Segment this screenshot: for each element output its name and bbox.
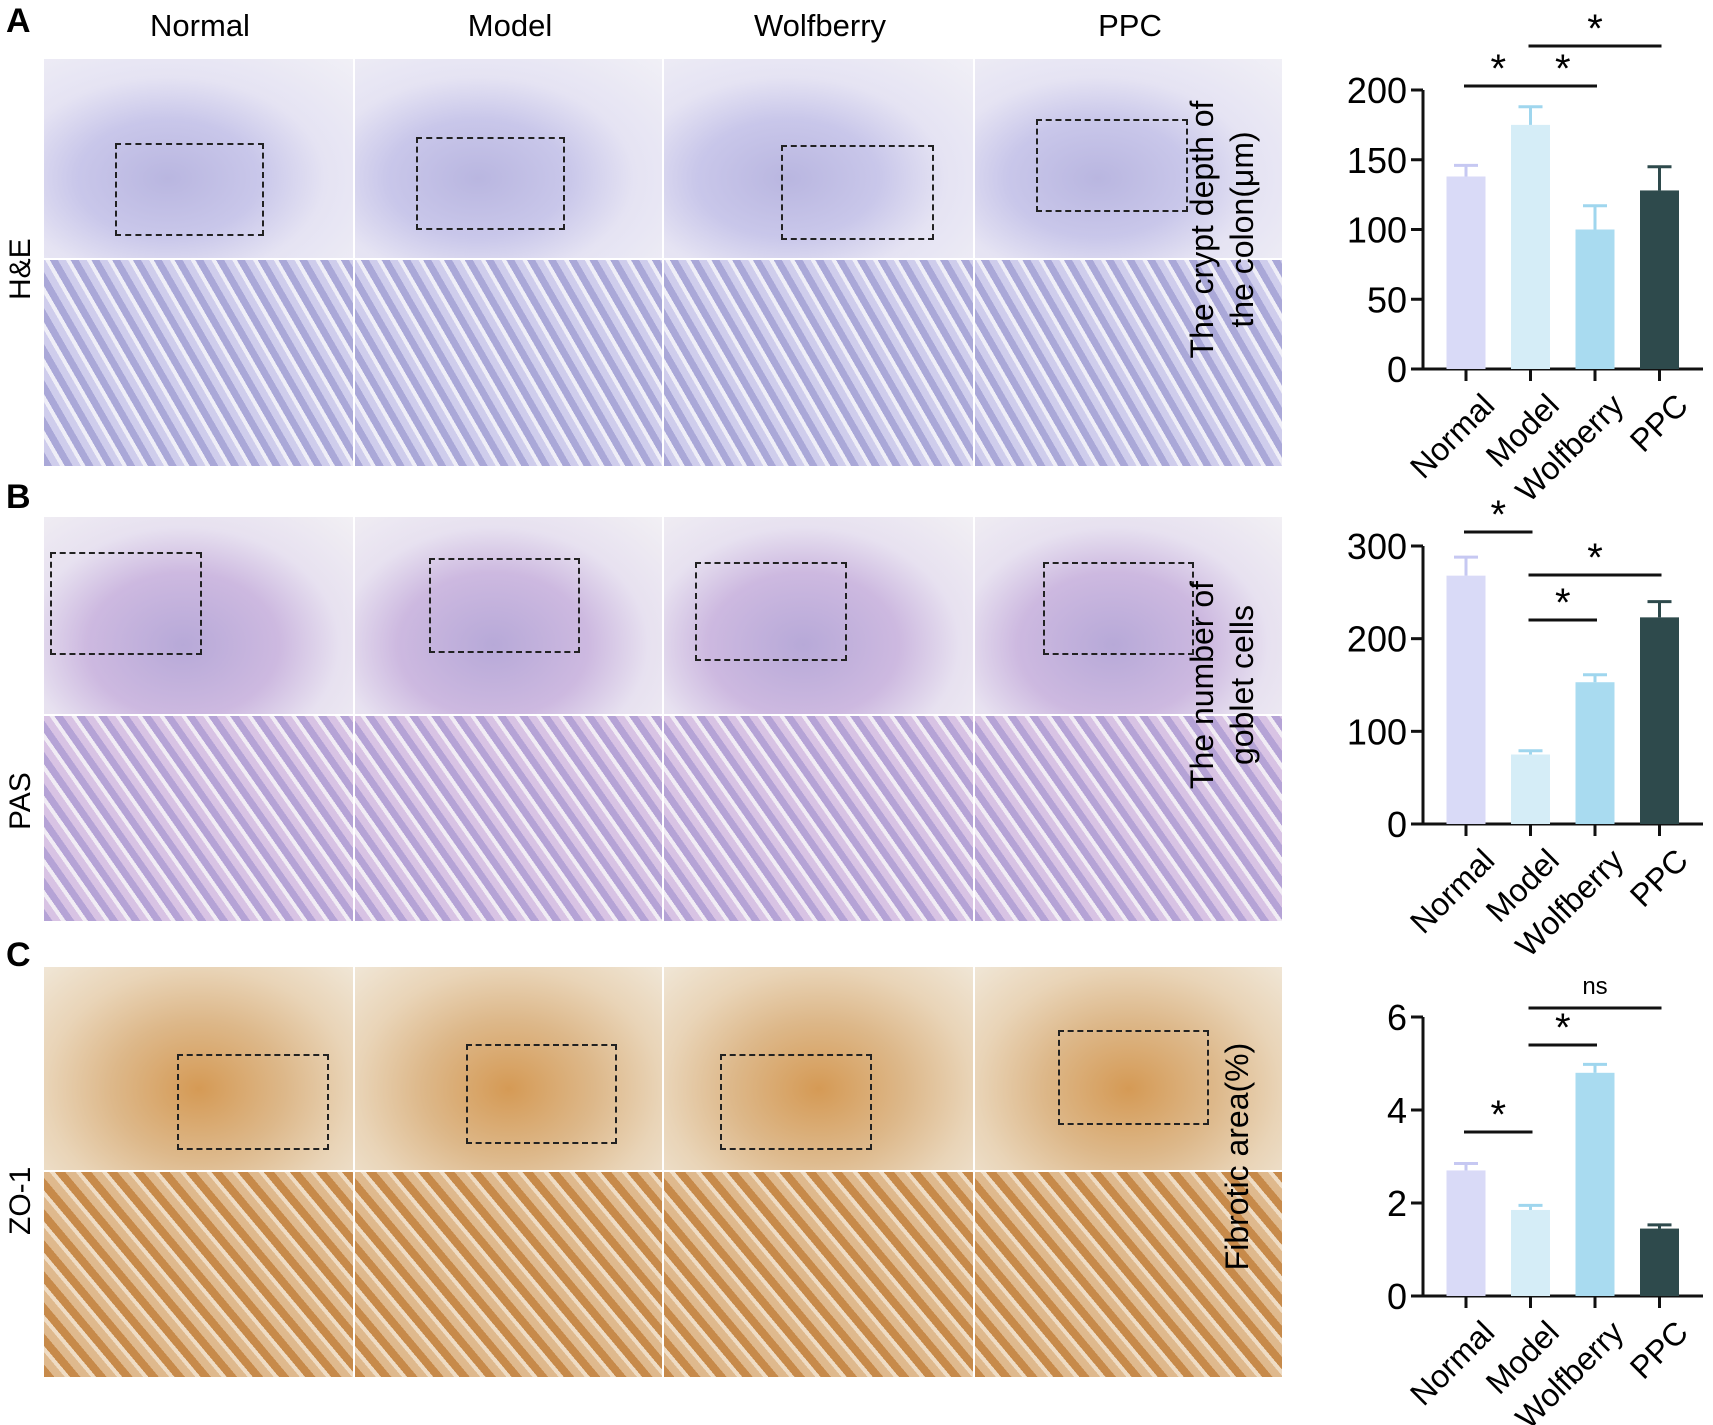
inset-region-box bbox=[115, 142, 265, 237]
y-axis-label: The number of bbox=[1184, 581, 1220, 789]
significance-label: * bbox=[1490, 493, 1506, 537]
bar-model bbox=[1511, 1209, 1550, 1296]
bar-normal bbox=[1446, 1170, 1486, 1296]
y-tick-label: 2 bbox=[1387, 1183, 1407, 1224]
bar-wolfberry bbox=[1575, 682, 1615, 824]
column-header-wolfberry: Wolfberry bbox=[753, 8, 887, 43]
significance-label: * bbox=[1555, 47, 1571, 91]
inset-region-box bbox=[1057, 1029, 1210, 1126]
y-tick-label: 100 bbox=[1347, 711, 1407, 752]
significance-label: * bbox=[1490, 47, 1506, 91]
inset-region-box bbox=[694, 562, 848, 661]
bar-model bbox=[1511, 754, 1550, 824]
x-tick-label: Normal bbox=[1403, 842, 1501, 940]
micrograph-zo1-ppc-overview bbox=[975, 967, 1282, 1170]
y-tick-label: 150 bbox=[1347, 140, 1407, 181]
bar-wolfberry bbox=[1575, 1072, 1615, 1296]
inset-region-box bbox=[428, 558, 581, 653]
inset-region-box bbox=[176, 1054, 330, 1150]
x-tick-label: PPC bbox=[1623, 1314, 1695, 1386]
bar-normal bbox=[1446, 176, 1486, 369]
y-tick-label: 0 bbox=[1387, 1276, 1407, 1317]
y-tick-label: 300 bbox=[1347, 526, 1407, 567]
micrograph-zo1-wolfberry-overview bbox=[664, 967, 973, 1170]
y-tick-label: 6 bbox=[1387, 997, 1407, 1038]
micrograph-zo1-wolfberry-zoom bbox=[664, 1172, 973, 1377]
bar-normal bbox=[1446, 575, 1486, 824]
x-tick-label: PPC bbox=[1623, 842, 1695, 914]
bar-model bbox=[1511, 124, 1550, 369]
y-axis-label: Fibrotic area(%) bbox=[1219, 1043, 1255, 1271]
bar-wolfberry bbox=[1575, 229, 1615, 369]
significance-label: * bbox=[1587, 7, 1603, 51]
significance-label: ns bbox=[1582, 973, 1607, 1000]
panel-label-a: A bbox=[6, 2, 31, 40]
panel-label-c: C bbox=[6, 936, 31, 974]
micrograph-pas-ppc-overview bbox=[975, 517, 1282, 714]
micrograph-he-wolfberry-overview bbox=[664, 59, 973, 258]
column-header-normal: Normal bbox=[150, 8, 250, 43]
bar-ppc bbox=[1640, 617, 1679, 824]
micrograph-zo1-normal-zoom bbox=[44, 1172, 353, 1377]
y-axis-label: The crypt depth of bbox=[1184, 100, 1220, 358]
panel-label-b: B bbox=[6, 478, 31, 516]
micrograph-pas-model-overview bbox=[355, 517, 662, 714]
micrograph-he-model-overview bbox=[355, 59, 662, 258]
inset-region-box bbox=[416, 136, 565, 231]
micrograph-he-ppc-overview bbox=[975, 59, 1282, 258]
micrograph-pas-wolfberry-zoom bbox=[664, 716, 973, 921]
micrograph-zo1-ppc-zoom bbox=[975, 1172, 1282, 1377]
bar-ppc bbox=[1640, 1228, 1679, 1296]
inset-region-box bbox=[781, 144, 934, 241]
y-tick-label: 0 bbox=[1387, 349, 1407, 390]
x-tick-label: Normal bbox=[1403, 1314, 1501, 1412]
inset-region-box bbox=[719, 1054, 872, 1150]
micrograph-he-wolfberry-zoom bbox=[664, 260, 973, 466]
x-tick-label: PPC bbox=[1623, 387, 1695, 459]
micrograph-zo1-normal-overview bbox=[44, 967, 353, 1170]
micrograph-pas-wolfberry-overview bbox=[664, 517, 973, 714]
micrograph-pas-model-zoom bbox=[355, 716, 662, 921]
y-tick-label: 200 bbox=[1347, 70, 1407, 111]
y-tick-label: 50 bbox=[1367, 279, 1407, 320]
y-tick-label: 4 bbox=[1387, 1090, 1407, 1131]
inset-region-box bbox=[465, 1044, 617, 1144]
significance-label: * bbox=[1555, 581, 1571, 625]
micrograph-he-normal-overview bbox=[44, 59, 353, 258]
x-tick-label: Normal bbox=[1403, 387, 1501, 485]
significance-label: * bbox=[1555, 1006, 1571, 1050]
column-header-ppc: PPC bbox=[1098, 8, 1162, 43]
micrograph-zo1-model-overview bbox=[355, 967, 662, 1170]
micrograph-pas-normal-overview bbox=[44, 517, 353, 714]
micrograph-he-model-zoom bbox=[355, 260, 662, 466]
y-tick-label: 100 bbox=[1347, 210, 1407, 251]
y-tick-label: 0 bbox=[1387, 804, 1407, 845]
y-axis-label: goblet cells bbox=[1224, 605, 1260, 765]
micrograph-pas-ppc-zoom bbox=[975, 716, 1282, 921]
bar-ppc bbox=[1640, 190, 1679, 369]
column-header-model: Model bbox=[467, 8, 553, 43]
significance-label: * bbox=[1587, 536, 1603, 580]
inset-region-box bbox=[1042, 562, 1194, 655]
micrograph-he-normal-zoom bbox=[44, 260, 353, 466]
y-tick-label: 200 bbox=[1347, 619, 1407, 660]
micrograph-pas-normal-zoom bbox=[44, 716, 353, 921]
y-axis-label: the colon(μm) bbox=[1224, 131, 1260, 327]
inset-region-box bbox=[1036, 118, 1188, 213]
inset-region-box bbox=[50, 552, 203, 655]
micrograph-zo1-model-zoom bbox=[355, 1172, 662, 1377]
micrograph-he-ppc-zoom bbox=[975, 260, 1282, 466]
significance-label: * bbox=[1490, 1093, 1506, 1137]
